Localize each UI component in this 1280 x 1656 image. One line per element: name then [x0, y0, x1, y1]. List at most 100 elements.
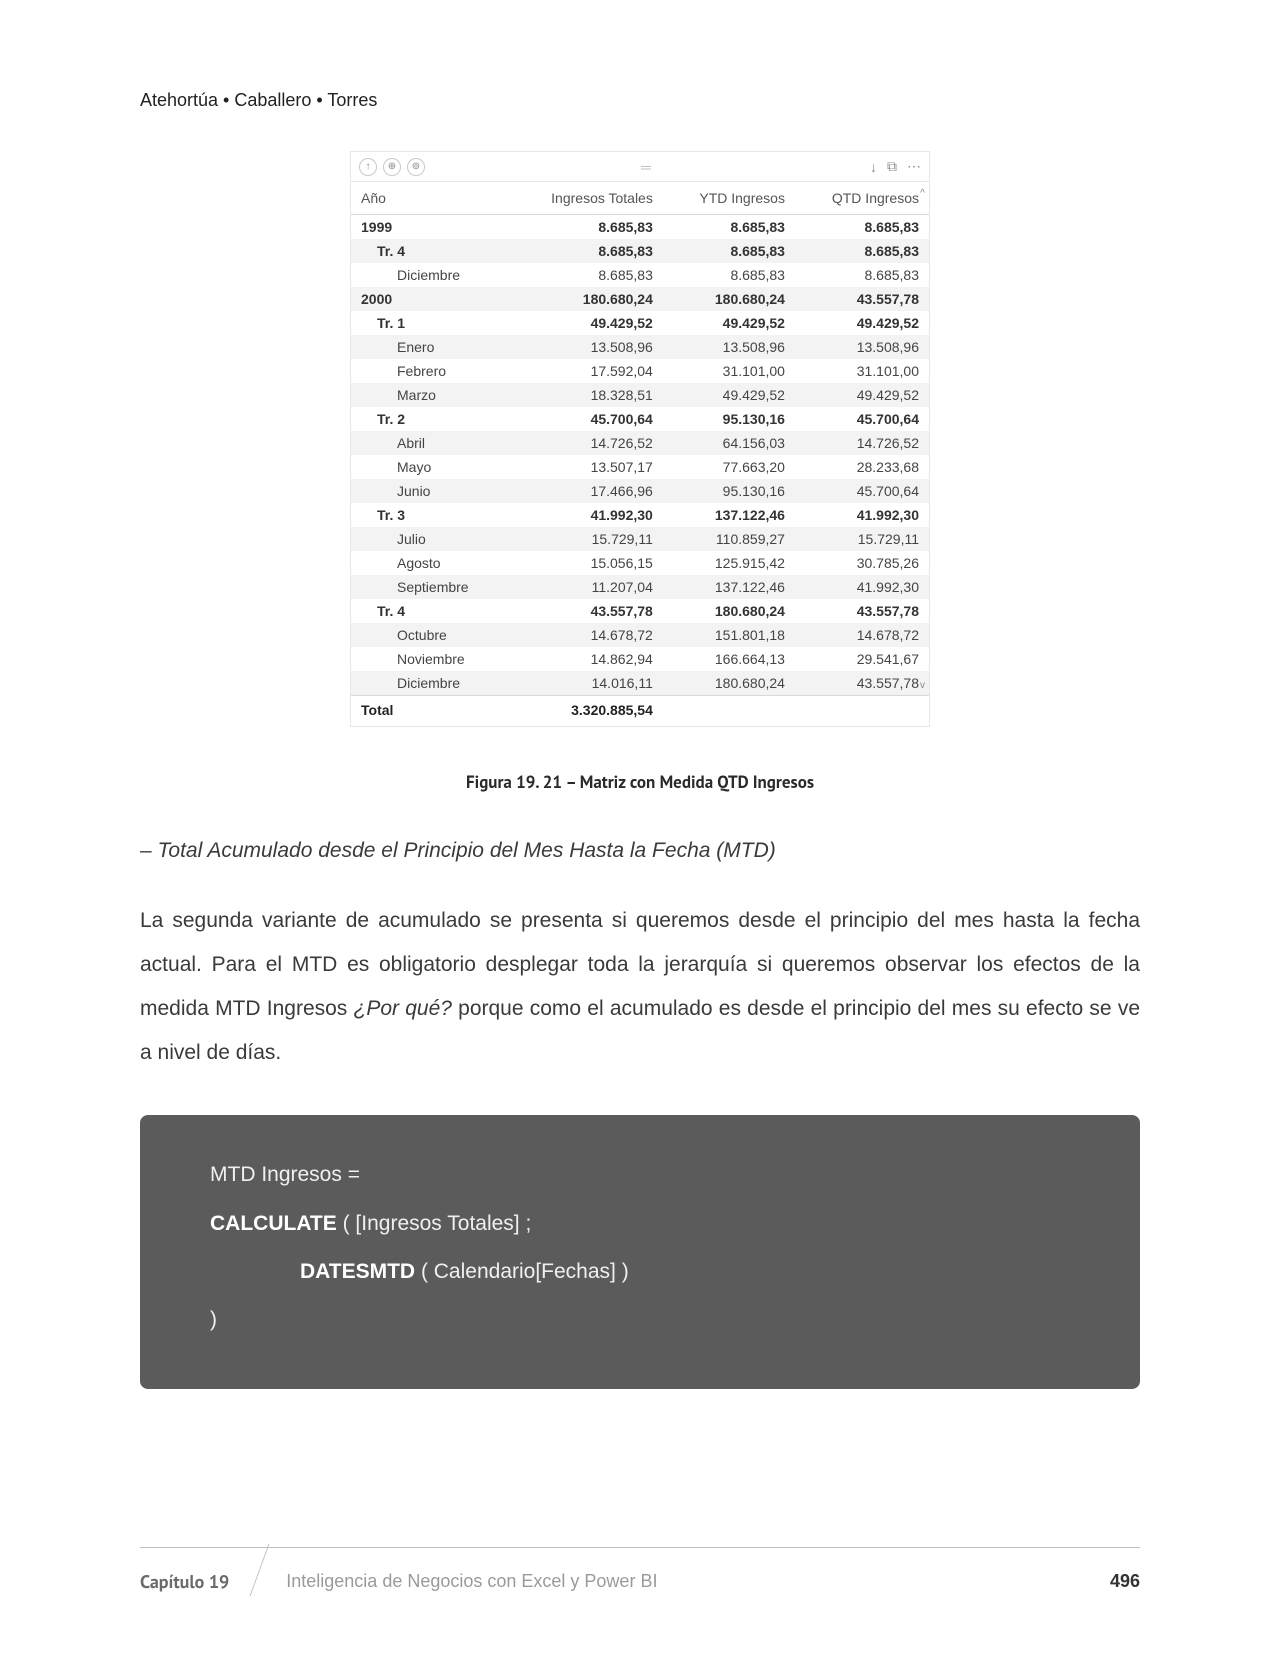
code-l3-rest: ( Calendario[Fechas] ) [415, 1260, 629, 1283]
row-value: 14.726,52 [795, 431, 929, 455]
row-value: 11.207,04 [511, 575, 663, 599]
row-value: 137.122,46 [663, 503, 795, 527]
matrix-table: Año Ingresos Totales YTD Ingresos QTD In… [351, 182, 929, 726]
row-value: 14.726,52 [511, 431, 663, 455]
code-line-4: ) [210, 1296, 1070, 1344]
row-label: Tr. 1 [351, 311, 511, 335]
row-label: Tr. 4 [351, 599, 511, 623]
row-value: 49.429,52 [795, 311, 929, 335]
row-value: 43.557,78 [795, 287, 929, 311]
matrix-row[interactable]: Abril14.726,5264.156,0314.726,52 [351, 431, 929, 455]
row-value: 31.101,00 [663, 359, 795, 383]
code-line-3: DATESMTD ( Calendario[Fechas] ) [210, 1248, 1070, 1296]
col-anio[interactable]: Año [351, 182, 511, 215]
row-value: 77.663,20 [663, 455, 795, 479]
row-value: 49.429,52 [795, 383, 929, 407]
row-value: 14.862,94 [511, 647, 663, 671]
row-value: 64.156,03 [663, 431, 795, 455]
expand-all-icon[interactable]: ⊕ [383, 158, 401, 176]
row-label: Noviembre [351, 647, 511, 671]
row-value: 8.685,83 [795, 215, 929, 240]
total-ytd [663, 696, 795, 727]
row-label: Tr. 3 [351, 503, 511, 527]
row-value: 49.429,52 [663, 311, 795, 335]
row-label: Enero [351, 335, 511, 359]
row-value: 8.685,83 [511, 215, 663, 240]
total-qtd [795, 696, 929, 727]
body-paragraph: La segunda variante de acumulado se pres… [140, 899, 1140, 1075]
matrix-row[interactable]: Tr. 149.429,5249.429,5249.429,52 [351, 311, 929, 335]
row-label: Abril [351, 431, 511, 455]
row-value: 14.678,72 [511, 623, 663, 647]
matrix-row[interactable]: Julio15.729,11110.859,2715.729,11 [351, 527, 929, 551]
matrix-row[interactable]: Junio17.466,9695.130,1645.700,64 [351, 479, 929, 503]
row-value: 41.992,30 [795, 575, 929, 599]
row-value: 43.557,78v [795, 671, 929, 696]
row-value: 95.130,16 [663, 407, 795, 431]
row-label: Agosto [351, 551, 511, 575]
matrix-row[interactable]: 19998.685,838.685,838.685,83 [351, 215, 929, 240]
page-number: 496 [1110, 1571, 1140, 1592]
row-label: Junio [351, 479, 511, 503]
col-ytd-ingresos[interactable]: YTD Ingresos [663, 182, 795, 215]
drill-up-icon[interactable]: ↑ [359, 158, 377, 176]
kw-calculate: CALCULATE [210, 1212, 337, 1235]
matrix-row[interactable]: Enero13.508,9613.508,9613.508,96 [351, 335, 929, 359]
matrix-row[interactable]: Agosto15.056,15125.915,4230.785,26 [351, 551, 929, 575]
drag-handle-icon[interactable]: ═ [425, 159, 870, 175]
drill-down-icon[interactable]: ⊚ [407, 158, 425, 176]
row-label: Tr. 4 [351, 239, 511, 263]
row-value: 49.429,52 [663, 383, 795, 407]
row-value: 151.801,18 [663, 623, 795, 647]
row-value: 18.328,51 [511, 383, 663, 407]
row-value: 8.685,83 [511, 239, 663, 263]
row-label: Mayo [351, 455, 511, 479]
matrix-row[interactable]: Tr. 48.685,838.685,838.685,83 [351, 239, 929, 263]
row-value: 17.592,04 [511, 359, 663, 383]
matrix-row[interactable]: Septiembre11.207,04137.122,4641.992,30 [351, 575, 929, 599]
matrix-row[interactable]: Marzo18.328,5149.429,5249.429,52 [351, 383, 929, 407]
row-value: 13.507,17 [511, 455, 663, 479]
row-value: 180.680,24 [663, 671, 795, 696]
matrix-row[interactable]: Diciembre8.685,838.685,838.685,83 [351, 263, 929, 287]
total-label: Total [351, 696, 511, 727]
row-value: 45.700,64 [795, 479, 929, 503]
row-value: 14.016,11 [511, 671, 663, 696]
scroll-up-icon[interactable]: ^ [920, 188, 925, 199]
matrix-row[interactable]: Diciembre14.016,11180.680,2443.557,78v [351, 671, 929, 696]
col-qtd-label: QTD Ingresos [832, 190, 919, 206]
matrix-toolbar: ↑ ⊕ ⊚ ═ ↓ ⧉ ⋯ [351, 152, 929, 182]
row-value: 110.859,27 [663, 527, 795, 551]
row-label: Septiembre [351, 575, 511, 599]
scroll-down-icon[interactable]: v [920, 680, 925, 691]
chapter-label: Capítulo 19 [140, 1570, 259, 1593]
matrix-row[interactable]: Febrero17.592,0431.101,0031.101,00 [351, 359, 929, 383]
export-icon[interactable]: ⧉ [887, 158, 897, 175]
row-value: 180.680,24 [663, 599, 795, 623]
matrix-row[interactable]: Tr. 341.992,30137.122,4641.992,30 [351, 503, 929, 527]
row-value: 31.101,00 [795, 359, 929, 383]
matrix-row[interactable]: Tr. 443.557,78180.680,2443.557,78 [351, 599, 929, 623]
section-heading: – Total Acumulado desde el Principio del… [140, 839, 1140, 863]
row-label: 2000 [351, 287, 511, 311]
row-value: 125.915,42 [663, 551, 795, 575]
more-options-icon[interactable]: ⋯ [907, 158, 921, 175]
para-emphasis: ¿Por qué? [354, 997, 452, 1020]
row-value: 8.685,83 [663, 263, 795, 287]
row-label: Marzo [351, 383, 511, 407]
row-value: 13.508,96 [663, 335, 795, 359]
total-ingresos: 3.320.885,54 [511, 696, 663, 727]
col-qtd-ingresos[interactable]: QTD Ingresos ^ [795, 182, 929, 215]
row-value: 41.992,30 [511, 503, 663, 527]
row-value: 15.056,15 [511, 551, 663, 575]
matrix-row[interactable]: Noviembre14.862,94166.664,1329.541,67 [351, 647, 929, 671]
code-l2-rest: ( [Ingresos Totales] ; [337, 1212, 532, 1235]
matrix-row[interactable]: 2000180.680,24180.680,2443.557,78 [351, 287, 929, 311]
matrix-row[interactable]: Octubre14.678,72151.801,1814.678,72 [351, 623, 929, 647]
row-label: Octubre [351, 623, 511, 647]
matrix-row[interactable]: Tr. 245.700,6495.130,1645.700,64 [351, 407, 929, 431]
col-ingresos-totales[interactable]: Ingresos Totales [511, 182, 663, 215]
row-label: Diciembre [351, 263, 511, 287]
focus-mode-icon[interactable]: ↓ [870, 159, 877, 175]
matrix-row[interactable]: Mayo13.507,1777.663,2028.233,68 [351, 455, 929, 479]
